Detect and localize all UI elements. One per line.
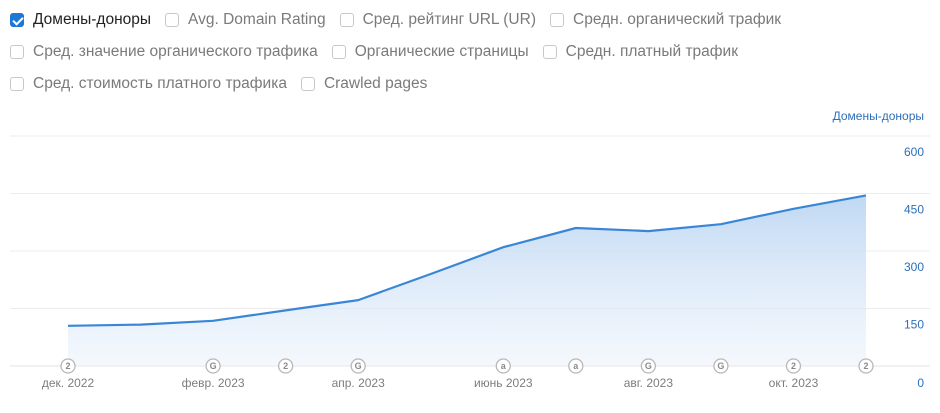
y-tick-label: 0	[917, 376, 924, 390]
event-marker[interactable]: a	[568, 358, 584, 374]
y-tick-label: 150	[904, 318, 924, 332]
svg-text:a: a	[501, 361, 507, 371]
y-tick-label: 450	[904, 203, 924, 217]
event-marker[interactable]: G	[205, 358, 221, 374]
checkbox-icon[interactable]	[542, 45, 557, 59]
checkbox-icon[interactable]	[339, 13, 354, 27]
event-marker[interactable]: 2	[60, 358, 76, 374]
svg-text:a: a	[573, 361, 579, 371]
filter-row-2: Сред. значение органического трафика Орг…	[10, 36, 930, 68]
filter-avg-paid-traffic[interactable]: Средн. платный трафик	[542, 43, 738, 61]
svg-text:2: 2	[65, 361, 70, 371]
event-marker[interactable]: 2	[785, 358, 802, 374]
svg-text:2: 2	[791, 361, 796, 371]
svg-text:G: G	[645, 361, 652, 371]
x-tick-label: авг. 2023	[624, 376, 674, 390]
event-marker[interactable]: G	[713, 358, 729, 374]
event-marker[interactable]: G	[350, 358, 366, 374]
filter-avg-paid-traffic-cost[interactable]: Сред. стоимость платного трафика	[10, 75, 287, 93]
filter-avg-url-rating[interactable]: Сред. рейтинг URL (UR)	[339, 11, 536, 29]
x-tick-label: дек. 2022	[42, 376, 95, 390]
series-area	[68, 195, 866, 366]
filter-label: Сред. рейтинг URL (UR)	[362, 11, 536, 28]
svg-text:2: 2	[863, 361, 868, 371]
svg-text:G: G	[210, 361, 217, 371]
x-tick-label: июнь 2023	[474, 376, 533, 390]
checkbox-icon[interactable]	[331, 45, 346, 59]
event-marker[interactable]: G	[640, 358, 657, 374]
checkbox-icon[interactable]	[10, 77, 24, 91]
svg-text:G: G	[355, 361, 362, 371]
metric-filters: Домены-доноры Avg. Domain Rating Сред. р…	[10, 4, 930, 100]
x-tick-label: апр. 2023	[332, 376, 386, 390]
filter-row-3: Сред. стоимость платного трафика Crawled…	[10, 68, 930, 100]
filter-referring-domains[interactable]: Домены-доноры	[10, 11, 151, 29]
event-marker[interactable]: 2	[858, 358, 874, 374]
filter-crawled-pages[interactable]: Crawled pages	[300, 75, 428, 93]
checkbox-icon[interactable]	[10, 45, 24, 59]
svg-text:G: G	[717, 361, 724, 371]
event-marker[interactable]: 2	[277, 358, 294, 374]
y-tick-label: 600	[904, 145, 924, 159]
filter-organic-pages[interactable]: Органические страницы	[331, 43, 529, 61]
svg-text:2: 2	[283, 361, 288, 371]
checkbox-icon[interactable]	[550, 13, 564, 27]
filter-avg-domain-rating[interactable]: Avg. Domain Rating	[165, 11, 326, 29]
filter-label: Органические страницы	[354, 43, 529, 60]
filter-avg-organic-traffic[interactable]: Средн. органический трафик	[550, 11, 781, 29]
x-tick-label: февр. 2023	[182, 376, 245, 390]
event-marker[interactable]: a	[495, 358, 511, 374]
checkbox-icon[interactable]	[165, 13, 180, 27]
checkbox-checked-icon[interactable]	[10, 13, 24, 27]
x-tick-label: окт. 2023	[769, 376, 819, 390]
filter-label: Сред. стоимость платного трафика	[33, 75, 287, 92]
filter-label: Crawled pages	[323, 75, 428, 92]
y-tick-label: 300	[904, 260, 924, 274]
filter-label: Средн. платный трафик	[565, 43, 738, 60]
filter-label: Средн. органический трафик	[573, 11, 782, 28]
filter-row-1: Домены-доноры Avg. Domain Rating Сред. р…	[10, 4, 930, 36]
filter-label: Домены-доноры	[33, 11, 152, 28]
filter-avg-organic-traffic-value[interactable]: Сред. значение органического трафика	[10, 43, 318, 61]
y-axis-title: Домены-доноры	[832, 109, 924, 123]
filter-label: Avg. Domain Rating	[188, 11, 326, 28]
checkbox-icon[interactable]	[300, 77, 315, 91]
series-line	[67, 194, 867, 327]
filter-label: Сред. значение органического трафика	[33, 43, 318, 60]
